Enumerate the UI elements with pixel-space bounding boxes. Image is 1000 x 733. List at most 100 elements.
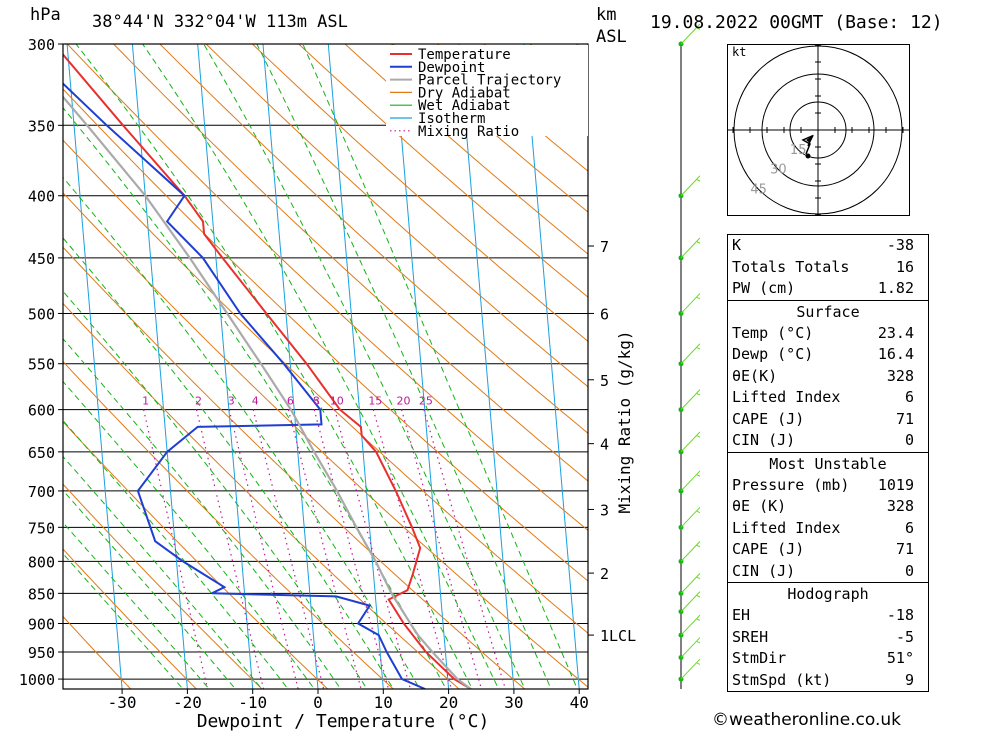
mixing-ratio-label: 10 — [330, 395, 344, 408]
wind-barb — [680, 573, 700, 594]
mixing-ratio-line-1 — [143, 409, 209, 689]
wind-barb — [680, 389, 700, 410]
dry-adiabat — [159, 44, 588, 434]
eh-row: EH -18 — [732, 606, 914, 624]
km-tick-label: 2 — [600, 565, 609, 583]
legend-entry: Wet Adiabat — [418, 98, 511, 114]
wet-adiabat — [63, 455, 263, 689]
mixing-ratio-label: 20 — [397, 395, 411, 408]
hodograph-ring-label: 30 — [770, 163, 787, 178]
legend-entry: Dry Adiabat — [418, 85, 511, 101]
wind-barb — [680, 431, 700, 453]
storm-motion-point — [805, 153, 811, 159]
surface-dewp-row: Dewp (°C) 16.4 — [732, 345, 914, 363]
wet-adiabat — [63, 338, 342, 689]
km-tick-label: 3 — [600, 501, 609, 519]
wet-adiabat — [63, 380, 315, 689]
x-axis-label: Dewpoint / Temperature (°C) — [197, 711, 490, 732]
pressure-tick-label: 650 — [28, 444, 55, 462]
storm-speed-row: StmSpd (kt) 9 — [732, 670, 914, 689]
mu-pressure-row: Pressure (mb) 1019 — [732, 475, 914, 494]
mixing-ratio-label: 2 — [195, 395, 202, 408]
legend-entry: Dewpoint — [418, 60, 485, 76]
pressure-tick-label: 500 — [28, 305, 55, 323]
mixing-ratio-label: 8 — [313, 395, 320, 408]
wind-barb — [680, 506, 700, 528]
km-tick-label: 5 — [600, 372, 609, 390]
wind-barb — [680, 293, 700, 314]
totals-totals-row: Totals Totals 16 — [732, 257, 914, 276]
legend-entry: Mixing Ratio — [418, 124, 519, 140]
pressure-tick-label: 550 — [28, 356, 55, 374]
wind-barb — [680, 23, 700, 45]
hodograph-arrow — [806, 135, 814, 143]
skewt-chart: 1 2 3 4 6 8 10 15 20 2530035040045050055060065070… — [19, 23, 700, 732]
wet-adiabat — [63, 176, 421, 689]
most-unstable-section-title: Most Unstable — [728, 451, 928, 475]
pressure-tick-label: 900 — [28, 615, 55, 633]
isotherm-10 — [327, 44, 384, 689]
dry-adiabat — [63, 548, 198, 689]
x-tick-label: -20 — [173, 693, 202, 712]
mu-lifted-index-row: Lifted Index 6 — [732, 518, 914, 537]
wet-adiabat — [75, 44, 473, 689]
mixing-ratio-label: 6 — [287, 395, 294, 408]
hodograph-ring-label: 15 — [790, 143, 807, 158]
wind-barb — [680, 591, 700, 612]
mixing-ratio-label: 15 — [368, 395, 382, 408]
km-tick-label: 7 — [600, 238, 609, 256]
km-tick-label: 4 — [600, 436, 609, 454]
mixing-ratio-line-2 — [195, 409, 265, 689]
mixing-ratio-line-15 — [372, 409, 452, 689]
dry-adiabat — [252, 44, 588, 343]
isotherm--30 — [66, 44, 123, 689]
storm-direction-row: StmDir 51° — [732, 649, 914, 667]
dry-adiabat — [344, 44, 588, 255]
dry-adiabat — [63, 88, 588, 582]
mu-cin-row: CIN (J) 0 — [732, 561, 914, 580]
dry-adiabat — [205, 44, 588, 388]
mixing-ratio-line-4 — [252, 409, 325, 689]
pressure-tick-label: 350 — [28, 117, 55, 135]
isotherm--20 — [131, 44, 188, 689]
dry-adiabat — [437, 44, 588, 172]
forecast-datetime: 19.08.2022 00GMT (Base: 12) — [650, 12, 943, 33]
series-dewpoint — [63, 82, 426, 689]
wind-barb — [680, 175, 700, 197]
surface-cape-row: CAPE (J) 71 — [732, 409, 914, 428]
mixing-ratio-label: 25 — [419, 395, 433, 408]
x-tick-label: 0 — [313, 693, 323, 712]
isotherm-0 — [262, 44, 319, 689]
km-tick-label: 1LCL — [600, 627, 636, 645]
wet-adiabat — [302, 44, 578, 689]
pressure-tick-label: 450 — [28, 250, 55, 268]
surface-temp-row: Temp (°C) 23.4 — [732, 323, 914, 342]
wind-barb — [680, 343, 700, 365]
pressure-tick-label: 800 — [28, 553, 55, 571]
k-index-row: K -38 — [732, 236, 914, 254]
wind-barb — [680, 237, 700, 259]
surface-section-title: Surface — [728, 299, 928, 323]
dry-adiabat — [298, 44, 588, 298]
hodograph-unit: kt — [732, 45, 747, 59]
mixing-ratio-line-6 — [287, 409, 362, 689]
isotherm-30 — [458, 44, 515, 689]
stability-indices-panel: K -38 Totals Totals 16 PW (cm) 1.82 Surface… — [727, 234, 929, 692]
dry-adiabat — [623, 44, 700, 695]
wind-barb — [680, 637, 700, 658]
dry-adiabat — [63, 246, 526, 689]
pressure-tick-label: 750 — [28, 519, 55, 537]
dry-adiabat — [483, 44, 588, 132]
x-tick-label: -30 — [108, 693, 137, 712]
pressure-tick-label: 600 — [28, 402, 55, 420]
pressure-tick-label: 850 — [28, 585, 55, 603]
legend-entry: Parcel Trajectory — [418, 73, 561, 89]
height-unit-asl: ASL — [596, 27, 627, 47]
precipitable-water-row: PW (cm) 1.82 — [732, 279, 914, 297]
pressure-tick-label: 700 — [28, 483, 55, 501]
isotherm-40 — [523, 44, 580, 689]
wet-adiabat — [63, 290, 368, 689]
mixing-ratio-line-10 — [334, 409, 411, 689]
wind-barb — [680, 541, 700, 562]
